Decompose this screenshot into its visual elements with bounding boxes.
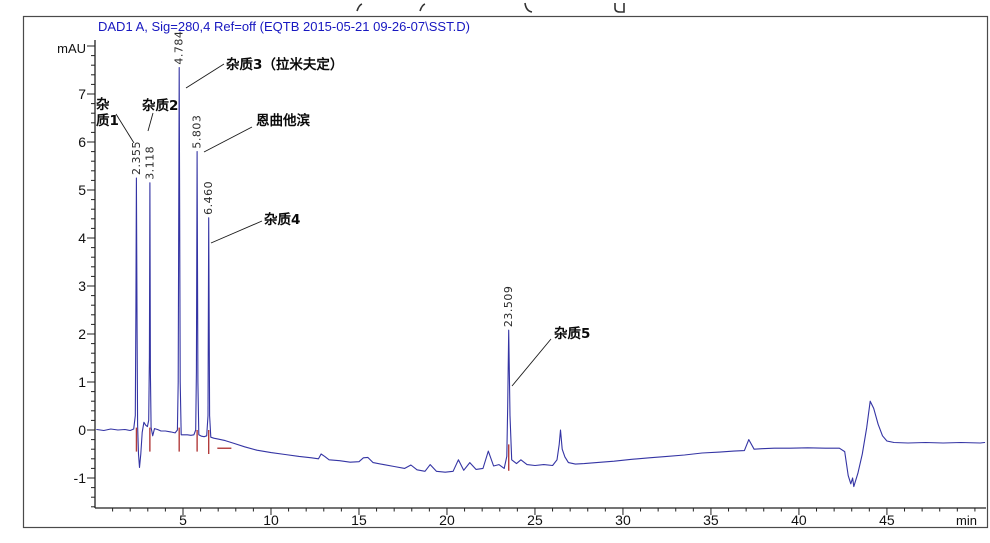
integration-marks xyxy=(135,427,510,471)
peak-rt-label: 23.509 xyxy=(502,286,515,328)
x-tick-label: 20 xyxy=(439,512,455,528)
annotation-leader-line xyxy=(147,112,154,132)
x-tick-label: 5 xyxy=(179,512,187,528)
annotation-label: 质1 xyxy=(96,112,119,129)
annotation-label: 恩曲他滨 xyxy=(256,112,310,129)
signal-trace xyxy=(96,67,986,488)
x-tick-label: 35 xyxy=(703,512,719,528)
peak-rt-label: 3.118 xyxy=(143,146,156,180)
peak-rt-label: 2.355 xyxy=(130,141,143,175)
y-tick-label: 4 xyxy=(78,230,86,246)
x-tick-label: 25 xyxy=(527,512,543,528)
y-tick-label: 7 xyxy=(78,86,86,102)
cropped-text-fragment xyxy=(356,3,363,12)
annotation-label: 杂质3（拉米夫定） xyxy=(226,56,343,73)
plot-frame xyxy=(22,15,989,529)
peak-retention-time-labels: 2.355 3.118 4.784 5.803 6.460 23.509 xyxy=(130,31,515,328)
cropped-text-fragment xyxy=(419,3,426,12)
y-tick-label: -1 xyxy=(74,470,87,486)
annotation-label: 杂质2 xyxy=(142,97,178,114)
y-axis-unit-label: mAU xyxy=(57,41,86,56)
x-tick-label: 40 xyxy=(791,512,807,528)
cropped-text-fragment xyxy=(614,3,625,13)
annotation-leader-line xyxy=(511,338,552,387)
cropped-text-fragments xyxy=(356,2,625,13)
x-axis-unit-label: min xyxy=(956,513,977,528)
y-tick-label: 0 xyxy=(78,422,86,438)
annotation-leader-line xyxy=(115,113,135,144)
x-tick-label: 30 xyxy=(615,512,631,528)
annotation-leader-line xyxy=(185,63,225,89)
y-tick-label: 6 xyxy=(78,134,86,150)
annotation-label: 杂质5 xyxy=(554,325,590,342)
chromatogram-trace xyxy=(96,67,986,488)
peak-rt-label: 6.460 xyxy=(202,181,215,215)
y-tick-label: 1 xyxy=(78,374,86,390)
x-tick-label: 45 xyxy=(879,512,895,528)
annotation-leader-line xyxy=(203,126,253,153)
y-tick-label: 2 xyxy=(78,326,86,342)
y-tick-label: 5 xyxy=(78,182,86,198)
annotation-label: 杂质4 xyxy=(264,211,300,228)
x-tick-label: 15 xyxy=(351,512,367,528)
peak-rt-label: 5.803 xyxy=(191,115,204,149)
signal-title: DAD1 A, Sig=280,4 Ref=off (EQTB 2015-05-… xyxy=(98,19,470,34)
x-tick-label: 10 xyxy=(263,512,279,528)
annotation-label: 杂 xyxy=(96,97,110,113)
y-tick-label: 3 xyxy=(78,278,86,294)
cropped-text-fragment xyxy=(524,2,533,13)
annotation-leader-line xyxy=(210,220,263,244)
peak-rt-label: 4.784 xyxy=(173,31,186,65)
